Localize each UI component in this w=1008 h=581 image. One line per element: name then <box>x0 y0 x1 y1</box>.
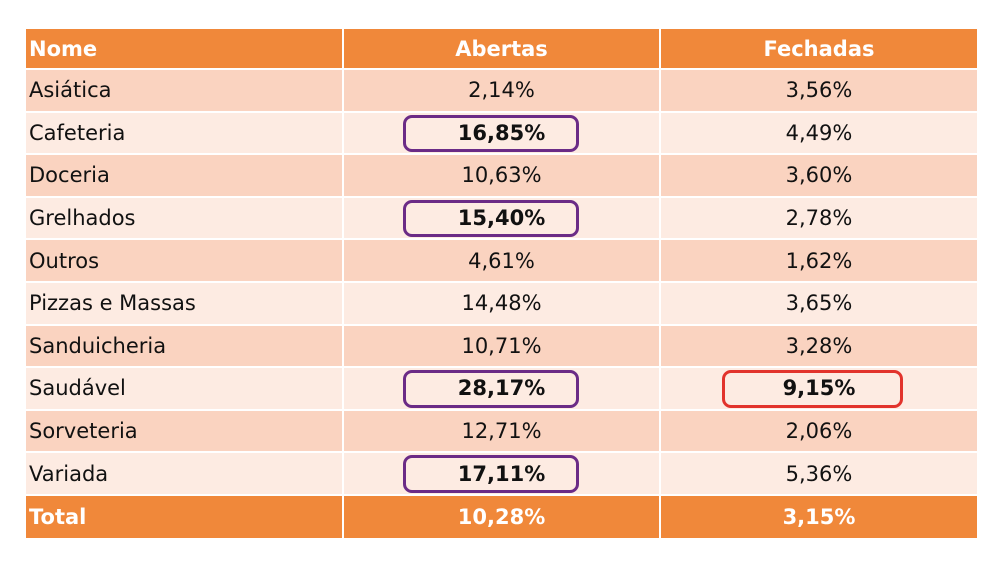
row-closed-value: 3,56% <box>661 70 977 113</box>
row-name: Variada <box>26 453 344 496</box>
table-row: Outros 4,61% 1,62% <box>26 240 977 283</box>
row-open-value: 17,11% <box>344 453 661 496</box>
row-open-value: 16,85% <box>344 112 661 156</box>
row-closed-value: 2,78% <box>661 197 977 241</box>
closed-value-text: 3,56% <box>785 78 853 103</box>
row-open-value: 2,14% <box>344 70 661 113</box>
row-open-value: 10,71% <box>344 325 661 369</box>
table-row: Doceria 10,63% 3,60% <box>26 155 977 198</box>
row-name: Sanduicheria <box>26 325 344 369</box>
row-closed-value: 4,49% <box>661 112 977 156</box>
closed-value-text: 5,36% <box>785 461 853 486</box>
row-closed-value: 3,28% <box>661 325 977 369</box>
total-name: Total <box>26 495 344 538</box>
total-closed: 3,15% <box>661 495 977 538</box>
stats-table-container: Nome Abertas Fechadas Asiática 2,14% 3,56%… <box>26 29 977 538</box>
closed-value-text: 3,60% <box>785 163 853 188</box>
open-value-text: 12,71% <box>461 419 542 444</box>
open-value-text: 2,14% <box>468 78 535 103</box>
stats-table: Nome Abertas Fechadas Asiática 2,14% 3,56%… <box>26 29 977 538</box>
table-row: Grelhados 15,40% 2,78% <box>26 197 977 241</box>
row-closed-value: 1,62% <box>661 240 977 283</box>
closed-value-text: 9,15% <box>782 376 856 401</box>
table-row: Asiática 2,14% 3,56% <box>26 70 977 113</box>
closed-value-text: 3,28% <box>785 333 853 358</box>
row-closed-value: 3,65% <box>661 282 977 326</box>
open-value-text: 15,40% <box>457 206 546 231</box>
header-row: Nome Abertas Fechadas <box>26 29 977 70</box>
row-open-value: 12,71% <box>344 410 661 454</box>
row-name: Asiática <box>26 70 344 113</box>
row-open-value: 15,40% <box>344 197 661 241</box>
total-open: 10,28% <box>344 495 661 538</box>
total-row: Total 10,28% 3,15% <box>26 495 977 538</box>
row-name: Pizzas e Massas <box>26 282 344 326</box>
open-value-text: 14,48% <box>461 291 542 316</box>
closed-value-text: 4,49% <box>785 120 853 145</box>
table-row: Sanduicheria 10,71% 3,28% <box>26 325 977 369</box>
table-body: Asiática 2,14% 3,56% Cafeteria 16,85% 4,49% Do… <box>26 70 977 496</box>
row-closed-value: 2,06% <box>661 410 977 454</box>
closed-value-text: 1,62% <box>785 248 853 273</box>
open-value-text: 28,17% <box>457 376 546 401</box>
row-open-value: 28,17% <box>344 368 661 411</box>
row-name: Outros <box>26 240 344 283</box>
closed-value-text: 2,06% <box>785 419 853 444</box>
open-value-text: 10,63% <box>461 163 542 188</box>
table-row: Saudável 28,17% 9,15% <box>26 368 977 411</box>
open-value-text: 16,85% <box>457 120 546 145</box>
open-value-text: 10,71% <box>461 333 542 358</box>
row-name: Sorveteria <box>26 410 344 454</box>
row-name: Grelhados <box>26 197 344 241</box>
closed-value-text: 2,78% <box>785 206 853 231</box>
table-row: Variada 17,11% 5,36% <box>26 453 977 496</box>
row-open-value: 10,63% <box>344 155 661 198</box>
open-value-text: 4,61% <box>468 248 535 273</box>
header-name: Nome <box>26 29 344 70</box>
table-row: Pizzas e Massas 14,48% 3,65% <box>26 282 977 326</box>
table-row: Cafeteria 16,85% 4,49% <box>26 112 977 156</box>
row-closed-value: 3,60% <box>661 155 977 198</box>
table-row: Sorveteria 12,71% 2,06% <box>26 410 977 454</box>
row-open-value: 4,61% <box>344 240 661 283</box>
row-name: Doceria <box>26 155 344 198</box>
header-closed: Fechadas <box>661 29 977 70</box>
row-closed-value: 9,15% <box>661 368 977 411</box>
row-name: Saudável <box>26 368 344 411</box>
row-closed-value: 5,36% <box>661 453 977 496</box>
open-value-text: 17,11% <box>457 461 546 486</box>
closed-value-text: 3,65% <box>785 291 853 316</box>
header-open: Abertas <box>344 29 661 70</box>
row-name: Cafeteria <box>26 112 344 156</box>
row-open-value: 14,48% <box>344 282 661 326</box>
